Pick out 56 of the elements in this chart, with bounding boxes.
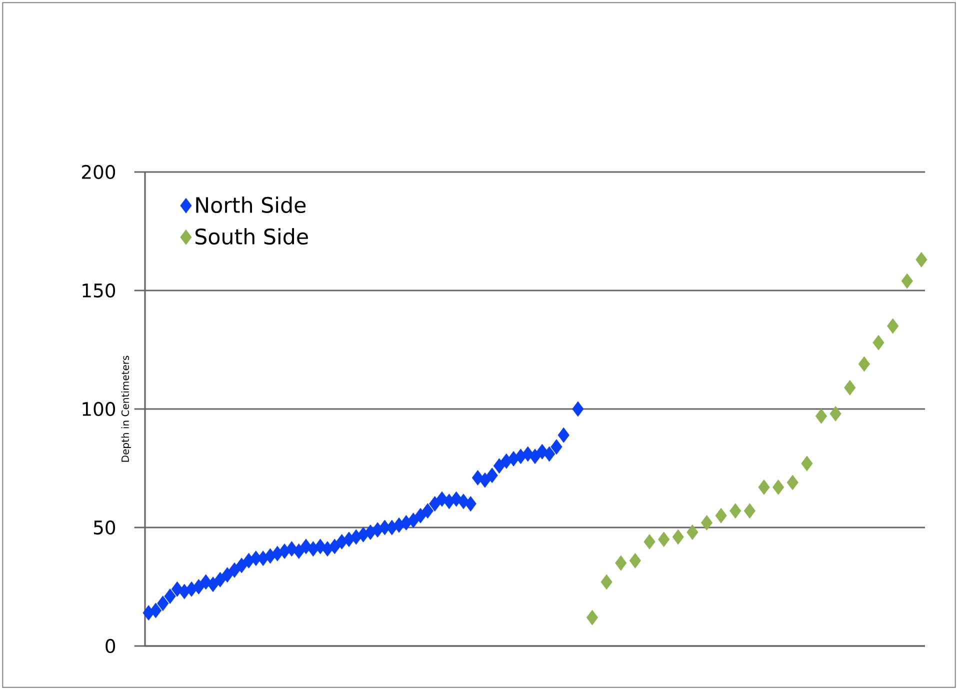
point [830, 406, 842, 422]
point [858, 356, 870, 372]
point [228, 562, 240, 578]
point [222, 567, 234, 583]
point [429, 496, 441, 512]
point [572, 401, 584, 417]
point [844, 380, 856, 396]
point [493, 458, 505, 474]
point [328, 538, 340, 554]
point [236, 558, 248, 574]
y-tick-label: 200 [82, 164, 116, 180]
y-tick-label: 50 [94, 520, 116, 535]
point [786, 474, 798, 490]
point [586, 610, 598, 626]
point [544, 446, 556, 462]
point [414, 508, 426, 524]
point [872, 335, 884, 350]
point [758, 480, 770, 495]
point [672, 529, 684, 545]
y-tick-label: 0 [106, 638, 116, 654]
point [150, 602, 162, 618]
y-axis-title: Depth in Centimeters [121, 356, 131, 462]
point [658, 532, 670, 547]
point [730, 503, 742, 519]
point [207, 576, 219, 592]
point [700, 515, 713, 530]
point [916, 252, 928, 268]
point [772, 480, 784, 495]
point [615, 555, 627, 571]
point [214, 572, 226, 588]
point [815, 408, 828, 424]
y-tick-label: 150 [82, 283, 116, 298]
legend-label: South Side [196, 228, 308, 245]
point [293, 544, 305, 559]
point [744, 503, 756, 519]
point [157, 596, 169, 611]
point [644, 534, 656, 550]
point [550, 439, 562, 455]
point [408, 512, 420, 528]
point [486, 468, 498, 483]
point [600, 574, 612, 590]
point [529, 448, 541, 464]
point [192, 579, 204, 594]
legend-label: North Side [196, 196, 306, 214]
point [558, 427, 570, 443]
point [479, 472, 491, 488]
point [464, 496, 476, 512]
point [422, 503, 434, 519]
point [686, 524, 698, 540]
point [164, 588, 176, 604]
point [715, 508, 727, 524]
point [887, 318, 899, 334]
y-tick-label: 100 [82, 402, 116, 416]
point [801, 456, 813, 472]
point [629, 553, 641, 568]
point [901, 273, 913, 289]
